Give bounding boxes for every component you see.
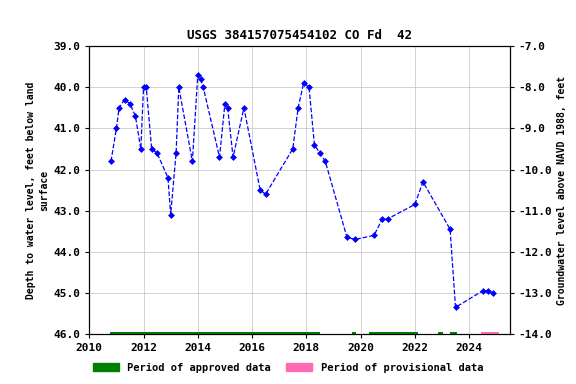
Bar bbox=[450, 332, 457, 336]
Bar bbox=[438, 332, 444, 336]
Bar bbox=[482, 332, 499, 336]
Title: USGS 384157075454102 CO Fd  42: USGS 384157075454102 CO Fd 42 bbox=[187, 29, 412, 42]
Y-axis label: Groundwater level above NAVD 1988, feet: Groundwater level above NAVD 1988, feet bbox=[557, 76, 567, 305]
Legend: Period of approved data, Period of provisional data: Period of approved data, Period of provi… bbox=[89, 359, 487, 377]
Y-axis label: Depth to water level, feet below land
surface: Depth to water level, feet below land su… bbox=[26, 81, 49, 299]
Bar bbox=[353, 332, 357, 336]
Bar bbox=[109, 332, 320, 336]
Bar bbox=[369, 332, 418, 336]
